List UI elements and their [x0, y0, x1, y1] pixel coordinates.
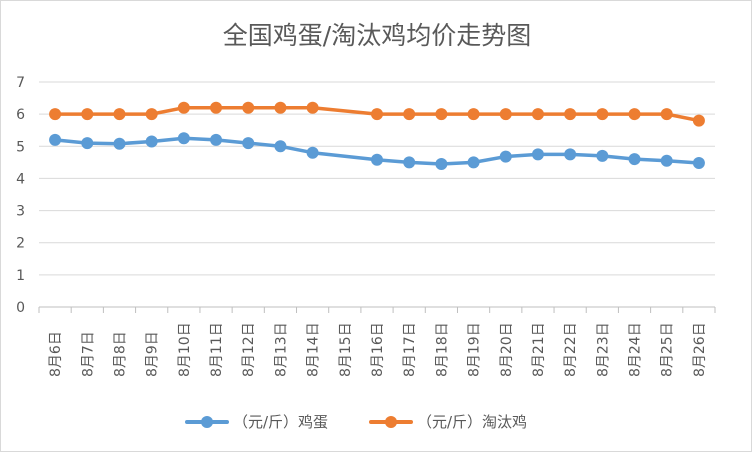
x-tick-label: 8月22日 [563, 322, 579, 377]
data-point [564, 148, 577, 161]
data-point [49, 108, 62, 121]
data-point [531, 108, 544, 121]
data-point [467, 156, 480, 169]
x-tick-label: 8月19日 [467, 322, 483, 377]
data-point [596, 108, 609, 121]
x-tick-label: 8月17日 [402, 322, 418, 377]
x-tick-label: 8月26日 [692, 322, 708, 377]
data-point [596, 149, 609, 162]
data-point [145, 135, 158, 148]
y-tick-label: 1 [16, 268, 25, 284]
legend-label-culled-hen: （元/斤）淘汰鸡 [417, 413, 527, 431]
data-point [210, 101, 223, 114]
data-point [692, 114, 705, 127]
data-point [660, 154, 673, 167]
y-tick-label: 2 [16, 236, 25, 252]
data-point [531, 148, 544, 161]
x-tick-label: 8月8日 [112, 331, 128, 377]
x-axis: 8月6日 8月7日 8月8日 8月9日 8月10日 8月11日 8月12日 8月13日 8月14… [38, 307, 716, 377]
legend: （元/斤）鸡蛋 （元/斤）淘汰鸡 [185, 413, 527, 431]
data-point [467, 108, 480, 121]
data-point [210, 133, 223, 146]
data-point [499, 150, 512, 163]
x-tick-label: 8月25日 [660, 322, 676, 377]
legend-label-egg: （元/斤）鸡蛋 [233, 413, 328, 431]
series-group [49, 101, 705, 170]
x-tick-label: 8月14日 [306, 322, 322, 377]
data-point [177, 132, 190, 145]
x-tick-label: 8月11日 [209, 322, 225, 377]
data-point [113, 137, 126, 150]
data-point [628, 153, 641, 166]
x-tick-label: 8月24日 [628, 322, 644, 377]
legend-marker-culled-hen [385, 416, 397, 428]
data-point [403, 156, 416, 169]
data-point [371, 153, 383, 166]
x-tick-label: 8月7日 [80, 331, 96, 377]
data-point [49, 133, 62, 146]
x-tick-label: 8月15日 [338, 322, 354, 377]
data-point [435, 157, 448, 170]
x-tick-label: 8月16日 [370, 322, 386, 377]
y-tick-label: 5 [16, 139, 25, 155]
data-point [306, 101, 319, 114]
data-point [692, 157, 705, 169]
x-tick-label: 8月13日 [273, 322, 289, 377]
x-tick-label: 8月23日 [595, 322, 611, 377]
x-tick-label: 8月21日 [531, 322, 547, 377]
data-point [81, 108, 94, 121]
data-point [177, 101, 190, 114]
x-tick-label: 8月18日 [434, 322, 450, 377]
data-point [564, 108, 577, 121]
x-tick-label: 8月20日 [499, 322, 515, 377]
legend-item-culled-hen: （元/斤）淘汰鸡 [369, 413, 527, 431]
y-tick-label: 6 [16, 107, 25, 123]
data-point [242, 101, 255, 114]
data-point [113, 108, 126, 121]
x-tick-label: 8月12日 [241, 322, 257, 377]
data-point [628, 108, 641, 121]
y-tick-label: 3 [16, 204, 25, 220]
data-point [660, 108, 673, 121]
data-point [242, 137, 255, 150]
y-tick-label: 7 [16, 75, 25, 91]
y-axis: 0 1 2 3 4 5 6 7 [16, 75, 25, 316]
data-point [145, 108, 158, 121]
chart-title: 全国鸡蛋/淘汰鸡均价走势图 [223, 21, 531, 50]
data-point [435, 108, 448, 121]
legend-marker-egg [201, 416, 213, 428]
data-point [274, 101, 287, 114]
x-tick-label: 8月10日 [177, 322, 193, 377]
data-point [403, 108, 416, 121]
data-point [371, 108, 383, 121]
data-point [274, 140, 287, 153]
legend-item-egg: （元/斤）鸡蛋 [185, 413, 328, 431]
data-point [81, 137, 94, 150]
y-tick-label: 4 [16, 171, 25, 187]
x-tick-label: 8月9日 [145, 331, 161, 377]
y-tick-label: 0 [16, 300, 25, 316]
data-point [306, 146, 319, 159]
data-point [499, 108, 512, 121]
x-tick-label: 8月6日 [48, 331, 64, 377]
